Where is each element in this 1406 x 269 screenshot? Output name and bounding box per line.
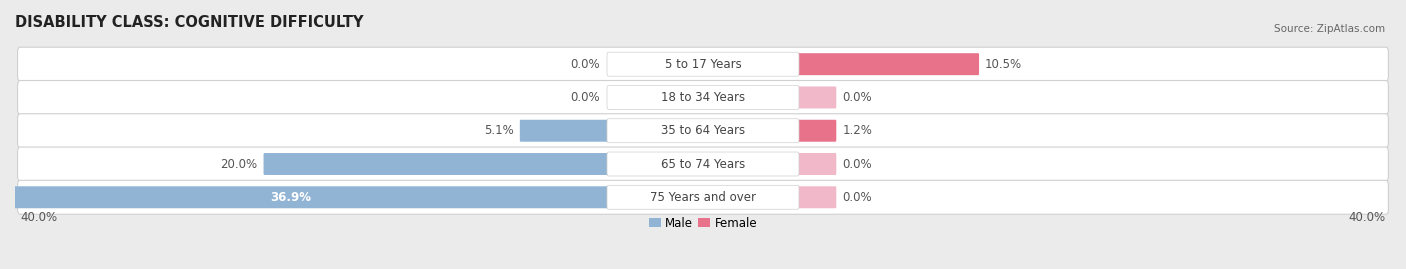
Text: DISABILITY CLASS: COGNITIVE DIFFICULTY: DISABILITY CLASS: COGNITIVE DIFFICULTY [15,15,364,30]
Text: 5.1%: 5.1% [484,124,513,137]
Legend: Male, Female: Male, Female [644,212,762,234]
FancyBboxPatch shape [520,120,609,142]
Text: 10.5%: 10.5% [986,58,1022,71]
Text: 36.9%: 36.9% [270,191,312,204]
Text: 0.0%: 0.0% [571,91,600,104]
FancyBboxPatch shape [18,47,1388,81]
Text: 0.0%: 0.0% [571,58,600,71]
Text: 40.0%: 40.0% [1348,211,1386,224]
FancyBboxPatch shape [0,186,609,208]
FancyBboxPatch shape [607,119,799,143]
Text: 5 to 17 Years: 5 to 17 Years [665,58,741,71]
FancyBboxPatch shape [797,153,837,175]
Text: 0.0%: 0.0% [842,158,872,171]
FancyBboxPatch shape [607,185,799,209]
Text: 0.0%: 0.0% [842,191,872,204]
FancyBboxPatch shape [607,152,799,176]
Text: 20.0%: 20.0% [221,158,257,171]
Text: 0.0%: 0.0% [842,91,872,104]
FancyBboxPatch shape [797,120,837,142]
FancyBboxPatch shape [263,153,609,175]
FancyBboxPatch shape [797,86,837,108]
Text: 75 Years and over: 75 Years and over [650,191,756,204]
Text: Source: ZipAtlas.com: Source: ZipAtlas.com [1274,24,1385,34]
FancyBboxPatch shape [607,86,799,109]
FancyBboxPatch shape [18,180,1388,214]
Text: 40.0%: 40.0% [20,211,58,224]
FancyBboxPatch shape [797,186,837,208]
Text: 1.2%: 1.2% [842,124,872,137]
FancyBboxPatch shape [18,147,1388,181]
Text: 65 to 74 Years: 65 to 74 Years [661,158,745,171]
FancyBboxPatch shape [607,52,799,76]
Text: 35 to 64 Years: 35 to 64 Years [661,124,745,137]
FancyBboxPatch shape [18,114,1388,148]
FancyBboxPatch shape [797,53,979,75]
Text: 18 to 34 Years: 18 to 34 Years [661,91,745,104]
FancyBboxPatch shape [18,80,1388,114]
